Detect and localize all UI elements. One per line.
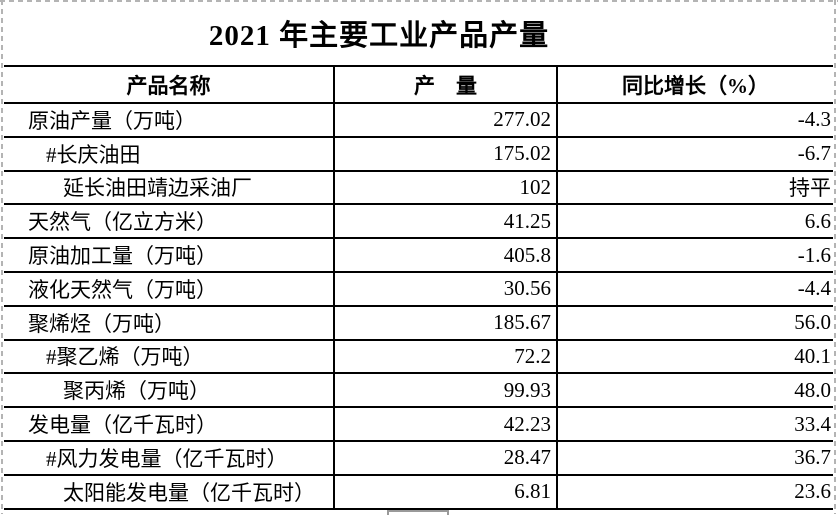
text-boundary-left xyxy=(1,0,3,514)
output-value: 72.2 xyxy=(333,340,556,373)
product-name-cell: 原油加工量（万吨） xyxy=(28,244,217,269)
table-row: 原油加工量（万吨） 405.8 -1.6 xyxy=(4,239,833,273)
growth-value: 48.0 xyxy=(556,374,833,407)
industrial-output-table: 产品名称 产 量 同比增长（%） 原油产量（万吨） 277.02 -4.3 #长… xyxy=(4,65,833,510)
growth-value: -4.4 xyxy=(556,272,833,305)
output-value: 30.56 xyxy=(333,272,556,305)
product-name-cell: #长庆油田 xyxy=(46,142,141,167)
table-row: 聚烯烃（万吨） 185.67 56.0 xyxy=(4,306,833,341)
output-value: 6.81 xyxy=(333,475,556,508)
output-value: 405.8 xyxy=(333,239,556,271)
table-row: 天然气（亿立方米） 41.25 6.6 xyxy=(4,205,833,240)
product-name-cell: 发电量（亿千瓦时） xyxy=(28,413,217,438)
growth-value: 33.4 xyxy=(556,408,833,440)
table-row: #聚乙烯（万吨） 72.2 40.1 xyxy=(4,340,833,375)
cutoff-element-artifact xyxy=(387,510,449,515)
output-value: 28.47 xyxy=(333,441,556,474)
table-row: 太阳能发电量（亿千瓦时） 6.81 23.6 xyxy=(4,475,833,510)
output-value: 42.23 xyxy=(333,408,556,440)
growth-value: 56.0 xyxy=(556,306,833,339)
product-name-cell: 太阳能发电量（亿千瓦时） xyxy=(63,480,315,505)
growth-value: -4.3 xyxy=(556,104,833,136)
table-row: 原油产量（万吨） 277.02 -4.3 xyxy=(4,104,833,138)
growth-value: -1.6 xyxy=(556,239,833,271)
table-header-row: 产品名称 产 量 同比增长（%） xyxy=(4,67,833,104)
growth-value: 40.1 xyxy=(556,340,833,373)
table-row: 液化天然气（万吨） 30.56 -4.4 xyxy=(4,272,833,307)
product-name-cell: #聚乙烯（万吨） xyxy=(46,345,204,370)
growth-value: 6.6 xyxy=(556,205,833,238)
growth-value: 持平 xyxy=(556,171,833,204)
page-title: 2021 年主要工业产品产量 xyxy=(208,20,550,52)
text-boundary-top xyxy=(0,0,838,2)
product-name-cell: 聚丙烯（万吨） xyxy=(63,379,210,404)
product-name-cell: 液化天然气（万吨） xyxy=(28,277,217,302)
growth-value: 36.7 xyxy=(556,441,833,474)
growth-value: 23.6 xyxy=(556,475,833,508)
product-name-cell: 原油产量（万吨） xyxy=(28,108,196,133)
header-output: 产 量 xyxy=(333,67,556,102)
header-yoy-growth: 同比增长（%） xyxy=(556,67,833,102)
table-row: #长庆油田 175.02 -6.7 xyxy=(4,137,833,172)
product-name-cell: 聚烯烃（万吨） xyxy=(28,311,175,336)
output-value: 102 xyxy=(333,171,556,204)
header-product-name: 产品名称 xyxy=(126,73,211,98)
table-row: 延长油田靖边采油厂 102 持平 xyxy=(4,171,833,206)
output-value: 99.93 xyxy=(333,374,556,407)
table-row: #风力发电量（亿千瓦时） 28.47 36.7 xyxy=(4,441,833,476)
output-value: 175.02 xyxy=(333,137,556,170)
output-value: 185.67 xyxy=(333,306,556,339)
product-name-cell: 延长油田靖边采油厂 xyxy=(63,176,252,201)
table-row: 聚丙烯（万吨） 99.93 48.0 xyxy=(4,374,833,409)
text-boundary-right xyxy=(834,0,836,514)
growth-value: -6.7 xyxy=(556,137,833,170)
product-name-cell: 天然气（亿立方米） xyxy=(28,210,217,235)
output-value: 277.02 xyxy=(333,104,556,136)
product-name-cell: #风力发电量（亿千瓦时） xyxy=(46,446,288,471)
table-row: 发电量（亿千瓦时） 42.23 33.4 xyxy=(4,408,833,442)
output-value: 41.25 xyxy=(333,205,556,238)
